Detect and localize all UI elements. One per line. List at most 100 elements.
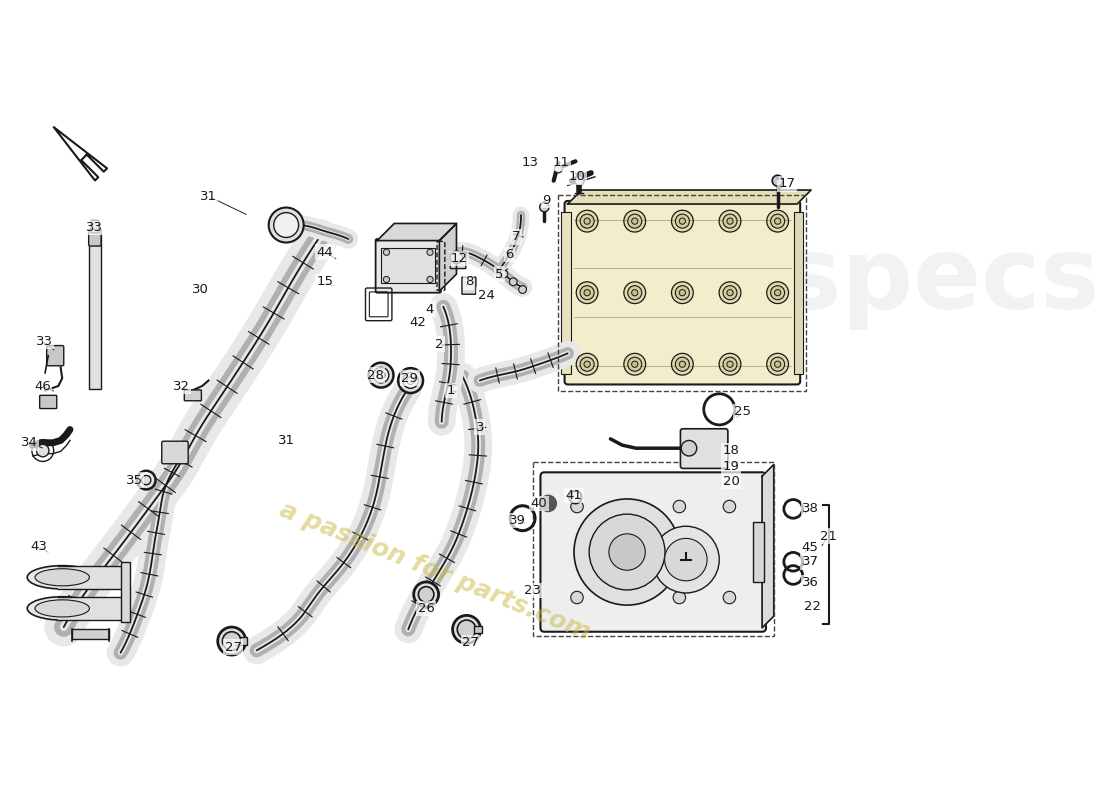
Bar [794,212,803,374]
Circle shape [540,496,556,511]
Text: 29: 29 [402,372,418,385]
Circle shape [671,354,693,375]
Bar [240,637,248,645]
Circle shape [723,358,737,371]
FancyBboxPatch shape [89,229,101,246]
Text: 7: 7 [513,230,520,243]
Circle shape [580,358,594,371]
Circle shape [774,361,781,367]
Circle shape [500,270,508,278]
Polygon shape [54,127,107,181]
Circle shape [418,586,433,602]
Polygon shape [439,223,456,291]
FancyBboxPatch shape [91,220,99,233]
Circle shape [576,282,598,303]
Circle shape [574,499,680,605]
Circle shape [576,210,598,232]
Circle shape [719,354,741,375]
FancyBboxPatch shape [681,429,728,469]
Text: 40: 40 [530,497,548,510]
Circle shape [36,444,50,457]
FancyBboxPatch shape [540,472,766,632]
Circle shape [403,373,418,388]
Circle shape [680,361,685,367]
Bar [58,566,129,589]
Text: 6: 6 [505,248,514,261]
Circle shape [671,282,693,303]
Text: 5: 5 [495,267,504,281]
Circle shape [398,368,424,393]
Circle shape [771,358,784,371]
Circle shape [368,362,394,387]
Bar [474,626,482,634]
Circle shape [584,361,591,367]
FancyBboxPatch shape [375,239,441,293]
Circle shape [609,534,646,570]
Circle shape [142,475,151,485]
Circle shape [727,361,733,367]
Text: 18: 18 [723,444,739,457]
Text: 35: 35 [126,474,143,486]
Circle shape [664,538,707,581]
Ellipse shape [35,569,89,586]
Circle shape [673,500,685,513]
Text: 12: 12 [450,252,468,265]
Circle shape [652,526,719,593]
Text: 20: 20 [723,475,739,488]
Circle shape [222,632,241,650]
Text: 37: 37 [802,555,818,568]
Circle shape [452,615,481,643]
Circle shape [584,290,591,296]
Text: 31: 31 [277,434,295,447]
Circle shape [631,290,638,296]
Circle shape [673,591,685,604]
Bar [561,212,571,374]
Circle shape [509,278,517,286]
Text: 21: 21 [820,530,837,542]
FancyBboxPatch shape [450,253,465,269]
FancyBboxPatch shape [162,442,188,464]
Text: 45: 45 [802,542,818,554]
Text: a passion for parts.com: a passion for parts.com [276,498,594,645]
Circle shape [671,210,693,232]
Circle shape [767,210,789,232]
FancyBboxPatch shape [185,390,201,401]
Circle shape [580,214,594,228]
Ellipse shape [268,207,304,242]
Ellipse shape [35,600,89,617]
Circle shape [576,354,598,375]
Circle shape [571,500,583,513]
Circle shape [719,282,741,303]
Text: 10: 10 [569,170,585,183]
Circle shape [624,282,646,303]
Text: 33: 33 [87,221,103,234]
Text: 38: 38 [802,502,818,515]
Bar [381,248,436,283]
Text: 17: 17 [779,178,795,190]
Text: 3: 3 [475,421,484,434]
Text: 42: 42 [409,316,426,329]
Circle shape [377,371,385,379]
Text: 13: 13 [521,156,539,170]
Circle shape [767,282,789,303]
Text: 28: 28 [367,369,384,382]
Text: 8: 8 [464,275,473,288]
Text: 27: 27 [224,641,242,654]
Circle shape [774,290,781,296]
Circle shape [384,249,389,255]
Bar [752,522,764,582]
Polygon shape [762,465,773,628]
Circle shape [218,627,245,655]
Text: 39: 39 [508,514,526,527]
Circle shape [771,286,784,300]
Circle shape [584,218,591,224]
Text: 30: 30 [192,283,209,296]
Text: 23: 23 [525,584,541,597]
Text: 27: 27 [462,636,478,649]
Polygon shape [377,223,456,241]
Bar [559,194,806,390]
FancyBboxPatch shape [564,201,800,385]
Ellipse shape [28,566,97,589]
Text: 26: 26 [418,602,434,615]
Circle shape [450,251,463,263]
